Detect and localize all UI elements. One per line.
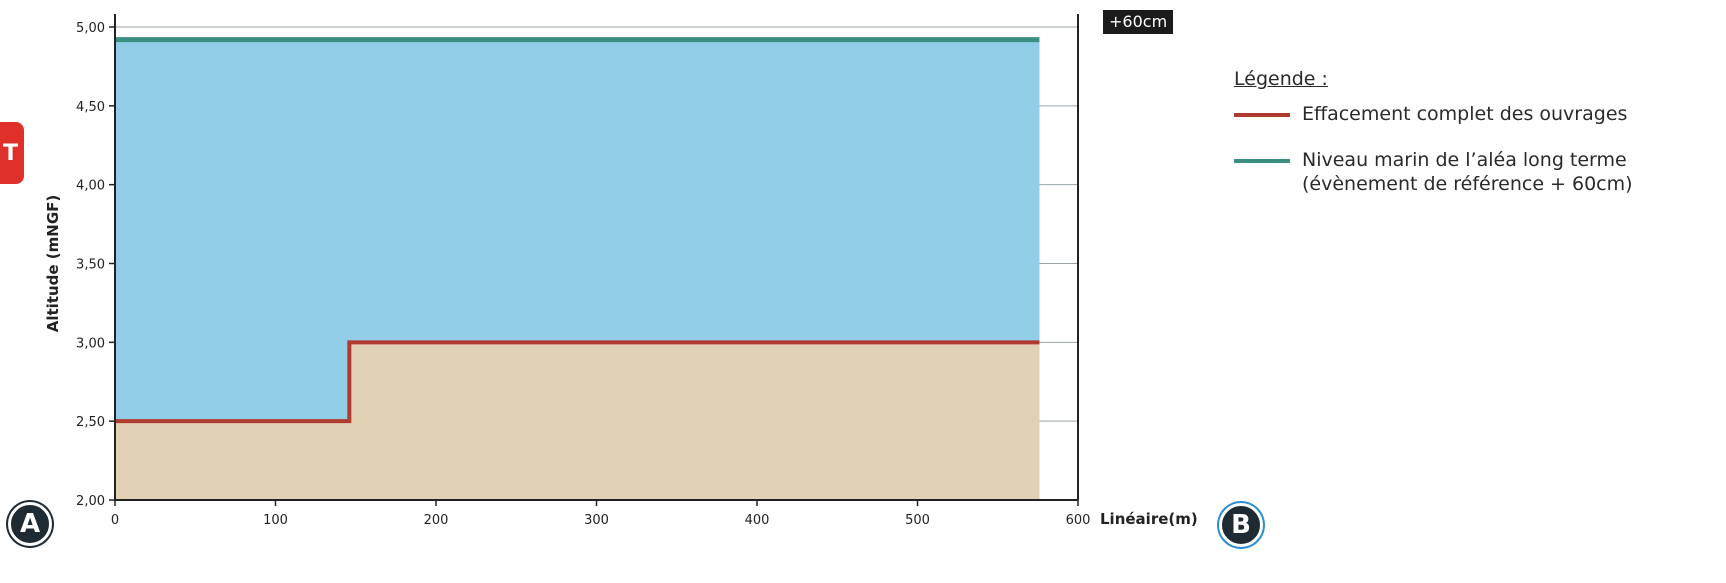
legend-item-green: Niveau marin de l’aléa long terme (évène… bbox=[1234, 148, 1672, 196]
legend-swatch-green bbox=[1234, 159, 1290, 163]
annotation-badge: +60cm bbox=[1103, 10, 1174, 34]
series bbox=[115, 37, 1040, 424]
marker-b: B bbox=[1219, 503, 1263, 547]
y-axis-title: Altitude (mNGF) bbox=[44, 195, 62, 333]
marker-a: A bbox=[8, 502, 52, 546]
y-tick-label: 2,00 bbox=[76, 494, 105, 509]
legend-label: Niveau marin de l’aléa long terme (évène… bbox=[1302, 149, 1633, 195]
fills bbox=[115, 39, 1040, 500]
side-tab[interactable]: T bbox=[0, 122, 24, 184]
side-tab-label: T bbox=[2, 140, 18, 166]
y-tick-label: 2,50 bbox=[76, 415, 105, 430]
y-tick-label: 4,50 bbox=[76, 100, 105, 115]
x-tick-label: 200 bbox=[424, 513, 449, 528]
x-tick-label: 100 bbox=[263, 513, 288, 528]
x-tick-label: 400 bbox=[745, 513, 770, 528]
legend-title: Légende : bbox=[1234, 68, 1328, 90]
legend: Légende : Effacement complet des ouvrage… bbox=[1234, 68, 1672, 218]
y-tick-label: 3,50 bbox=[76, 258, 105, 273]
y-tick-label: 5,00 bbox=[76, 21, 105, 36]
x-tick-label: 300 bbox=[584, 513, 609, 528]
y-tick-label: 4,00 bbox=[76, 179, 105, 194]
series-line-red bbox=[115, 340, 1040, 424]
x-tick-label: 500 bbox=[905, 513, 930, 528]
x-axis-title: Linéaire(m) bbox=[1100, 510, 1198, 528]
legend-label: Effacement complet des ouvrages bbox=[1302, 103, 1628, 125]
y-tick-label: 3,00 bbox=[76, 336, 105, 351]
x-tick-label: 0 bbox=[111, 513, 119, 528]
axes bbox=[109, 14, 1079, 506]
tick-labels: 2,00 2,50 3,00 3,50 4,00 4,50 5,00 0 100 200 300 40… bbox=[44, 21, 1198, 528]
ground-area bbox=[115, 342, 1040, 500]
legend-swatch-red bbox=[1234, 113, 1290, 117]
legend-item-red: Effacement complet des ouvrages bbox=[1234, 102, 1672, 126]
x-tick-label: 600 bbox=[1066, 513, 1091, 528]
